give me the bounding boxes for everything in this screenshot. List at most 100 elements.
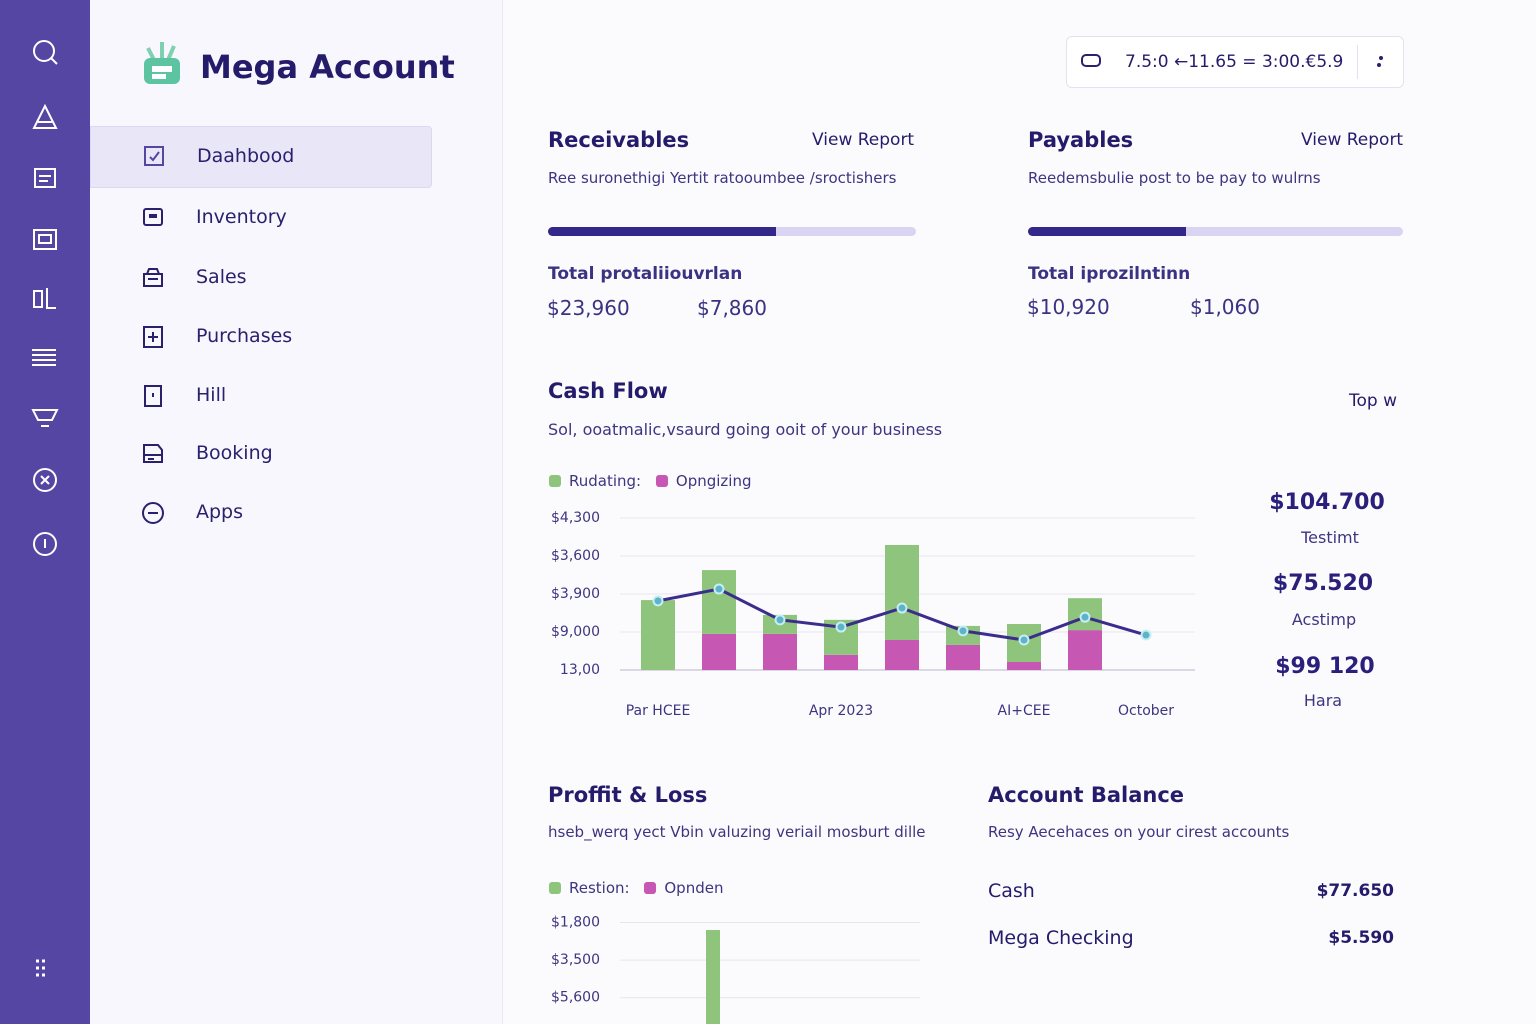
line-point — [1079, 611, 1091, 623]
y-tick-label: $5,600 — [551, 990, 600, 1006]
bar — [1068, 630, 1102, 670]
nav-item[interactable]: Inventory — [90, 188, 430, 248]
account-name: Mega Checking — [988, 927, 1134, 949]
total-label: Total iprozilntinn — [1028, 264, 1191, 284]
progress-fill — [548, 227, 777, 236]
progress-track — [548, 227, 916, 236]
line-point — [652, 595, 664, 607]
search-text: 7.5:0 ←11.65 = 3:00.€5.9 — [1125, 52, 1344, 72]
amount: $1,060 — [1190, 295, 1260, 319]
bar — [824, 654, 858, 670]
nav-label: Daahbood — [197, 145, 295, 167]
nav-item[interactable]: Booking — [90, 424, 430, 484]
nav-item[interactable]: Purchases — [90, 307, 430, 367]
legend-label: Rudating: — [569, 472, 642, 490]
nav-item[interactable]: Sales — [90, 248, 430, 308]
nav-label: Inventory — [196, 206, 287, 228]
total-label: Total protaliiouvrlan — [548, 264, 743, 284]
nav-item[interactable]: Apps — [90, 483, 430, 543]
nav-icon — [142, 502, 164, 524]
y-tick-label: $9,000 — [551, 624, 600, 640]
legend-label: Opngizing — [675, 472, 752, 490]
legend: Rudating: Opngizing — [549, 472, 751, 490]
line-point — [1018, 634, 1030, 646]
nav-item[interactable]: Hill — [90, 366, 430, 426]
legend-swatch — [549, 882, 561, 894]
nav-label: Hill — [196, 384, 227, 406]
search-icon — [1081, 54, 1101, 67]
view-report-link[interactable]: View Report — [1301, 130, 1404, 150]
nav-icon — [143, 268, 163, 287]
nav-label: Purchases — [196, 325, 293, 347]
stat-label: Acstimp — [1291, 610, 1357, 629]
description: Sol, ooatmalic,vsaurd going ooit of your… — [548, 420, 943, 439]
account-amount: $77.650 — [1316, 881, 1394, 901]
nav-icon — [143, 208, 163, 226]
legend-label: Restion: — [569, 879, 630, 897]
description: Reedemsbulie post to be pay to wulrns — [1028, 169, 1321, 187]
rail-icon[interactable] — [30, 342, 60, 372]
progress-fill — [1028, 227, 1186, 236]
search-icon[interactable] — [30, 38, 60, 68]
bar — [763, 633, 797, 670]
amount: $10,920 — [1027, 295, 1110, 319]
account-amount: $5.590 — [1328, 928, 1394, 948]
bar — [706, 930, 720, 1024]
section-title: Proffit & Loss — [548, 783, 708, 807]
description: Resy Aecehaces on your cirest accounts — [988, 823, 1290, 841]
rail-icon[interactable] — [30, 465, 60, 495]
search-box[interactable]: 7.5:0 ←11.65 = 3:00.€5.9 — [1066, 36, 1404, 88]
stat-value: $99 120 — [1275, 654, 1375, 679]
rail-icon[interactable] — [30, 402, 60, 432]
line-point — [774, 614, 786, 626]
bar — [885, 544, 919, 640]
divider — [1357, 45, 1358, 79]
menu-icon[interactable] — [30, 955, 60, 985]
x-tick-label: Apr 2023 — [809, 703, 873, 719]
more-icon[interactable] — [1373, 53, 1389, 71]
x-tick-label: October — [1118, 703, 1174, 719]
bar — [885, 639, 919, 670]
y-tick-label: $3,600 — [551, 548, 600, 564]
nav-label: Apps — [196, 501, 244, 523]
nav-icon — [144, 146, 164, 166]
nav-icon — [143, 326, 163, 348]
stat-label: Hara — [1303, 691, 1343, 710]
nav-item[interactable]: Daahbood — [90, 126, 432, 188]
progress-track — [1028, 227, 1403, 236]
stat-value: $75.520 — [1272, 571, 1374, 596]
account-name: Cash — [988, 880, 1035, 902]
y-tick-label: $1,800 — [551, 915, 600, 931]
nav-icon — [144, 385, 162, 407]
x-tick-label: AI+CEE — [998, 703, 1051, 719]
view-report-link[interactable]: View Report — [812, 130, 915, 150]
filter-dropdown[interactable]: Top w — [1349, 391, 1397, 411]
line-point — [1140, 629, 1152, 641]
legend: Restion: Opnden — [549, 879, 723, 897]
legend-swatch — [644, 882, 657, 894]
bar — [702, 570, 736, 634]
amount: $7,860 — [697, 296, 767, 320]
y-tick-label: $4,300 — [551, 510, 600, 526]
bar — [702, 633, 736, 670]
section-title: Payables — [1028, 128, 1134, 152]
legend-label: Opnden — [664, 879, 724, 897]
rail-icon[interactable] — [30, 529, 60, 559]
line-point — [896, 602, 908, 614]
rail-icon[interactable] — [30, 225, 60, 255]
icon-rail — [0, 0, 90, 1024]
rail-icon[interactable] — [30, 102, 60, 132]
profit-loss-chart: $5,600 $3,500 $1,800 — [551, 915, 920, 1024]
sidebar: Mega Account Daahbood Inventory Sales Purch… — [90, 0, 503, 1024]
logo — [144, 42, 180, 84]
cash-flow-chart: 13,00 $9,000 $3,900 $3,600 $4,300 Par HCEE Apr… — [551, 510, 1195, 719]
nav-icon — [143, 444, 163, 463]
bar — [1007, 662, 1041, 670]
rail-icon[interactable] — [30, 284, 60, 314]
amount: $23,960 — [547, 296, 630, 320]
stat-label: Testimt — [1301, 528, 1359, 547]
description: Ree suronethigi Yertit ratooumbee /sroct… — [548, 169, 897, 187]
app-title: Mega Account — [200, 48, 455, 86]
rail-icon[interactable] — [30, 164, 60, 194]
